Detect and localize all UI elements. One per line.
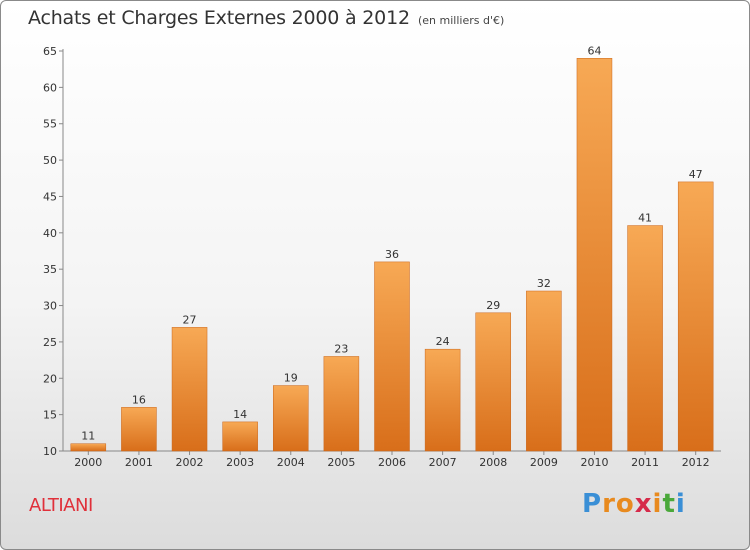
logo-letter: i [652, 489, 663, 519]
commune-name: ALTIANI [29, 495, 93, 516]
y-tick-label: 10 [43, 445, 57, 458]
value-label-2009: 32 [537, 277, 551, 290]
x-tick-label-2012: 2012 [682, 456, 710, 469]
bar-2006 [374, 261, 410, 452]
value-label-2000: 11 [81, 430, 95, 443]
chart-title: Achats et Charges Externes 2000 à 2012 [28, 7, 410, 29]
value-label-2001: 16 [132, 393, 146, 406]
y-tick-label: 15 [43, 409, 57, 422]
value-label-2005: 23 [334, 342, 348, 355]
x-tick-label-2011: 2011 [631, 456, 659, 469]
bar-2002 [171, 327, 208, 452]
x-tick-label-2000: 2000 [74, 456, 102, 469]
logo-letter: P [582, 489, 603, 519]
value-label-2006: 36 [385, 248, 399, 261]
logo-letter: r [602, 489, 616, 519]
bar-2012 [677, 181, 714, 452]
bar-2003 [222, 421, 258, 452]
logo-letter: x [634, 489, 653, 519]
y-tick-label: 65 [43, 45, 57, 58]
y-tick-label: 25 [43, 336, 57, 349]
bar-2007 [424, 348, 461, 452]
x-tick-label-2008: 2008 [479, 456, 507, 469]
logo-letter: t [662, 489, 676, 519]
chart-subtitle: (en milliers d'€) [418, 14, 505, 27]
value-label-2002: 27 [183, 313, 197, 326]
x-tick-label-2002: 2002 [176, 456, 204, 469]
bar-2005 [323, 356, 360, 452]
logo-letter: i [675, 489, 686, 519]
x-tick-label-2004: 2004 [277, 456, 305, 469]
bar-2010 [576, 58, 613, 452]
value-label-2008: 29 [486, 299, 500, 312]
value-label-2012: 47 [689, 168, 703, 181]
bar-2000 [70, 443, 107, 452]
y-tick-label: 45 [43, 190, 57, 203]
x-tick-label-2005: 2005 [327, 456, 355, 469]
y-tick-label: 35 [43, 263, 57, 276]
x-tick-label-2006: 2006 [378, 456, 406, 469]
bar-2011 [627, 225, 663, 452]
labels: 11 2000 16 2001 27 2002 14 2003 19 2004 23 2005 36 20… [74, 44, 709, 469]
x-tick-label-2009: 2009 [530, 456, 558, 469]
bars [70, 58, 714, 452]
logo-letter: o [615, 489, 635, 519]
value-label-2010: 64 [587, 44, 601, 57]
y-tick-label: 50 [43, 154, 57, 167]
y-tick-label: 60 [43, 81, 57, 94]
value-label-2007: 24 [436, 335, 450, 348]
x-tick-label-2007: 2007 [429, 456, 457, 469]
bar-2001 [121, 407, 157, 452]
y-tick-label: 40 [43, 227, 57, 240]
x-tick-label-2001: 2001 [125, 456, 153, 469]
y-tick-label: 55 [43, 118, 57, 131]
value-label-2004: 19 [284, 372, 298, 385]
proxiti-logo: Proxiti [582, 489, 686, 519]
y-tick-label: 20 [43, 372, 57, 385]
value-label-2003: 14 [233, 408, 247, 421]
bar-2009 [526, 290, 562, 452]
x-tick-label-2003: 2003 [226, 456, 254, 469]
bar-2008 [475, 312, 511, 452]
value-label-2011: 41 [638, 212, 652, 225]
bar-2004 [273, 385, 309, 452]
y-tick-label: 30 [43, 300, 57, 313]
x-tick-label-2010: 2010 [580, 456, 608, 469]
